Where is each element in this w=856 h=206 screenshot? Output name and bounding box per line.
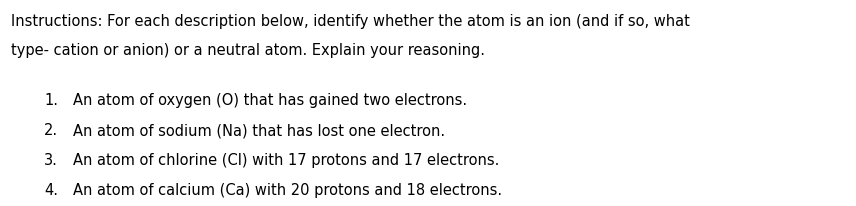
Text: 2.: 2. (44, 123, 58, 137)
Text: An atom of chlorine (Cl) with 17 protons and 17 electrons.: An atom of chlorine (Cl) with 17 protons… (73, 152, 499, 167)
Text: 1.: 1. (45, 93, 58, 108)
Text: Instructions: For each description below, identify whether the atom is an ion (a: Instructions: For each description below… (11, 14, 690, 29)
Text: An atom of sodium (Na) that has lost one electron.: An atom of sodium (Na) that has lost one… (73, 123, 445, 137)
Text: An atom of oxygen (O) that has gained two electrons.: An atom of oxygen (O) that has gained tw… (73, 93, 467, 108)
Text: type- cation or anion) or a neutral atom. Explain your reasoning.: type- cation or anion) or a neutral atom… (11, 43, 485, 58)
Text: An atom of calcium (Ca) with 20 protons and 18 electrons.: An atom of calcium (Ca) with 20 protons … (73, 182, 502, 197)
Text: 3.: 3. (45, 152, 58, 167)
Text: 4.: 4. (45, 182, 58, 197)
